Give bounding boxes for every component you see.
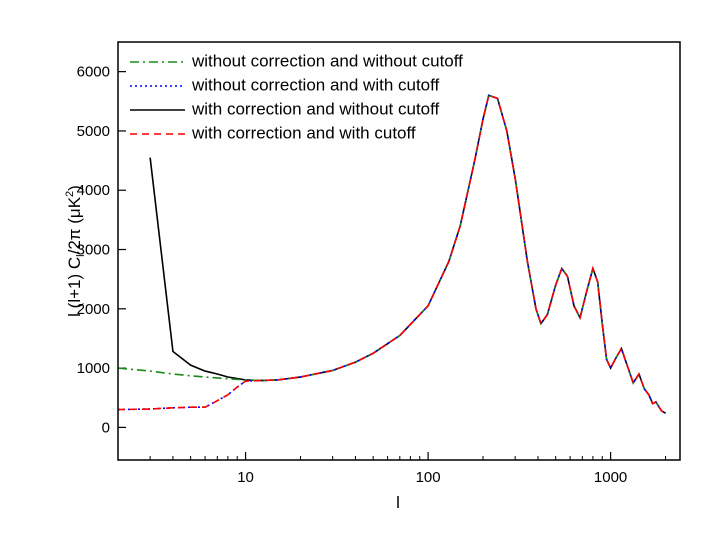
plot-frame [117,41,681,461]
y-label-part: ) [65,185,84,191]
series-line [117,94,666,414]
y-tick-label: 5000 [77,123,110,140]
legend-label: with correction and without cutoff [191,99,440,118]
legend-label: without correction and without cutoff [191,51,463,70]
x-tick-label: 10 [237,469,254,486]
y-label-part: l (l+1) C [65,257,84,317]
y-tick-label: 6000 [77,64,110,81]
y-tick-label: 1000 [77,360,110,377]
y-tick-label: 3000 [77,242,110,259]
y-axis-label: l (l+1) Cl/2π (μK2) [64,185,87,317]
y-label-sub: l [75,254,87,256]
series-line [149,94,666,414]
y-tick-label: 2000 [77,301,110,318]
series-line [117,94,666,414]
x-tick-label: 1000 [594,469,627,486]
x-tick-label: 100 [416,469,441,486]
y-label-part: /2π (μK [65,196,84,254]
x-axis-label: l [396,493,400,512]
legend-label: with correction and with cutoff [191,123,416,142]
y-label-sup: 2 [64,191,76,197]
y-tick-label: 4000 [77,182,110,199]
series-line [117,94,666,414]
y-tick-label: 0 [102,419,110,436]
legend-label: without correction and with cutoff [191,75,440,94]
